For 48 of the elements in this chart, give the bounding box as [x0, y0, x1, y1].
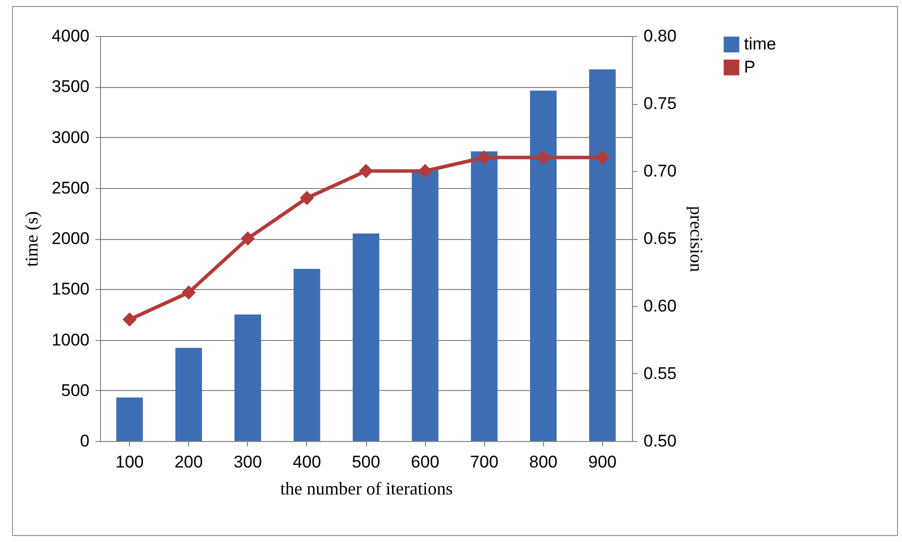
x-tick-label: 500: [352, 452, 380, 472]
y2-tick-label: 0.75: [644, 94, 677, 113]
x-axis-title: the number of iterations: [280, 478, 453, 498]
y2-tick-label: 0.55: [644, 364, 677, 383]
y2-axis-title: precision: [686, 206, 707, 272]
y-tick-label: 4000: [52, 26, 90, 46]
point: [182, 285, 196, 300]
y-tick-label: 1500: [52, 280, 90, 299]
x-tick-label: 900: [588, 452, 617, 472]
x-tick-label: 800: [529, 452, 558, 472]
y2-tick-label: 0.80: [644, 26, 677, 46]
bar: [294, 268, 320, 441]
x-tick-label: 600: [410, 452, 440, 472]
y2-tick-label: 0.60: [644, 296, 677, 316]
x-tick-label: 700: [470, 452, 498, 472]
y2-tick-label: 0.65: [644, 229, 677, 248]
y-tick-label: 1000: [52, 330, 90, 350]
bar: [116, 397, 143, 441]
y-tick-label: 3000: [52, 128, 90, 147]
bar: [175, 348, 202, 441]
bar: [412, 170, 438, 441]
point: [358, 164, 374, 178]
y-tick-label: 2000: [52, 229, 90, 248]
point: [477, 150, 492, 165]
bar: [470, 151, 498, 441]
bar: [352, 233, 380, 441]
x-tick-label: 200: [174, 452, 203, 472]
legend-label: time: [744, 34, 776, 54]
x-tick-label: 100: [115, 452, 144, 472]
point: [300, 190, 314, 206]
y2-tick-label: 0.70: [644, 162, 677, 180]
bar: [234, 314, 262, 441]
x-tick-label: 400: [292, 452, 322, 472]
point: [536, 150, 550, 165]
point: [418, 164, 432, 178]
y-tick-label: 2500: [52, 178, 90, 198]
x-tick-label: 300: [234, 452, 262, 472]
bar: [589, 69, 616, 441]
point: [240, 231, 255, 246]
point: [595, 150, 610, 165]
y2-tick-label: 0.50: [644, 432, 677, 450]
legend-label: P: [744, 58, 756, 76]
point: [122, 312, 137, 327]
y-tick-label: 500: [61, 380, 90, 400]
y-tick-label: 0: [80, 432, 90, 450]
y-tick-label: 3500: [52, 77, 90, 96]
y-axis-title: time (s): [22, 211, 42, 267]
bar: [530, 90, 557, 441]
